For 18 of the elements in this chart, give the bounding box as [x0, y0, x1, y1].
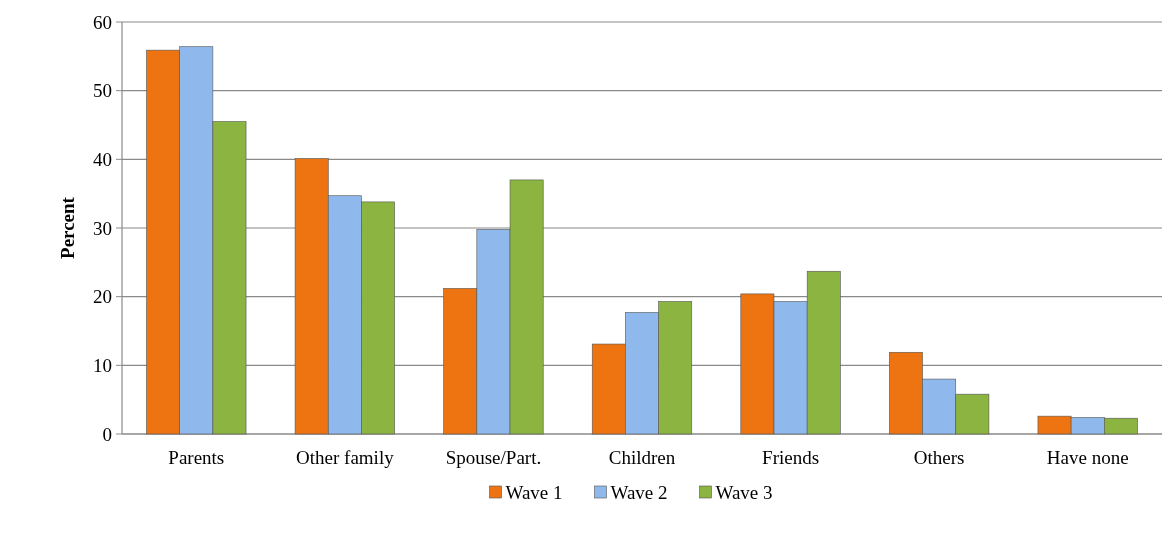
- x-tick-label: Other family: [296, 447, 395, 468]
- y-axis-title: Percent: [57, 196, 78, 259]
- y-tick-label: 20: [93, 286, 112, 308]
- legend-label: Wave 2: [610, 481, 668, 503]
- x-tick-label: Spouse/Part.: [445, 447, 542, 468]
- x-tick-label: Friends: [762, 447, 820, 468]
- legend-label: Wave 3: [715, 481, 773, 503]
- y-tick-label: 40: [93, 148, 112, 170]
- legend-label: Wave 1: [505, 481, 563, 503]
- y-tick-label: 50: [93, 80, 112, 102]
- y-tick-label: 30: [93, 217, 112, 239]
- x-tick-label: Others: [913, 447, 965, 468]
- x-tick-label: Children: [608, 447, 676, 468]
- y-tick-label: 10: [93, 354, 112, 376]
- y-tick-label: 0: [102, 423, 112, 445]
- x-tick-label: Parents: [168, 447, 225, 468]
- x-tick-label: Have none: [1046, 447, 1129, 468]
- y-tick-label: 60: [93, 11, 112, 33]
